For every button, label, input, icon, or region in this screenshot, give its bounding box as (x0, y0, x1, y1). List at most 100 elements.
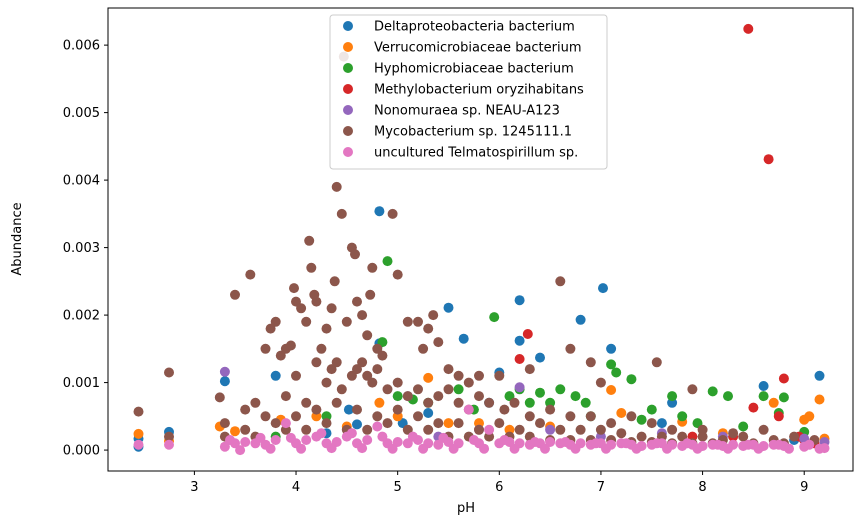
data-point (316, 428, 327, 439)
data-point (270, 418, 281, 429)
data-point (667, 391, 678, 402)
data-point (448, 443, 459, 454)
data-point (738, 431, 749, 442)
data-point (365, 289, 376, 300)
data-point (164, 431, 174, 442)
x-tick-label: 7 (597, 480, 605, 495)
y-tick-label: 0.004 (63, 174, 100, 189)
y-tick-label: 0.000 (63, 444, 100, 459)
data-point (423, 397, 434, 408)
legend-box (329, 14, 608, 170)
data-point (529, 437, 540, 447)
legend-label: uncultured Telmatospirillum sp. (374, 146, 578, 161)
data-point (438, 432, 449, 443)
data-point (301, 424, 312, 435)
data-point (285, 432, 296, 443)
data-point (514, 295, 525, 306)
data-point (350, 249, 360, 260)
data-point (453, 418, 464, 429)
data-point (804, 411, 815, 422)
data-point (387, 208, 398, 219)
data-point (418, 343, 429, 354)
y-tick-label: 0.001 (63, 376, 100, 391)
data-point (402, 391, 413, 402)
legend-label: Verrucomicrobiaceae bacterium (374, 41, 582, 56)
data-point (382, 418, 393, 429)
data-point (758, 424, 769, 435)
data-point (778, 392, 789, 403)
data-point (474, 391, 484, 402)
data-point (296, 443, 307, 454)
plot-frame (107, 7, 854, 472)
data-point (540, 443, 550, 454)
data-point (418, 443, 429, 454)
data-point (748, 402, 759, 413)
data-point (535, 352, 545, 363)
data-point (291, 370, 301, 381)
data-point (382, 256, 393, 267)
data-point (763, 154, 774, 165)
data-point (522, 329, 533, 339)
data-point (728, 428, 739, 439)
data-point (595, 424, 606, 435)
data-point (352, 296, 362, 307)
data-point (616, 408, 627, 418)
data-point (545, 424, 556, 435)
data-point (443, 364, 454, 375)
data-point (352, 364, 362, 375)
data-point (133, 428, 144, 439)
data-point (357, 357, 368, 368)
data-point (453, 384, 464, 395)
data-point (570, 391, 581, 402)
data-point (601, 443, 611, 454)
data-point (814, 443, 825, 454)
data-point (265, 323, 276, 334)
data-point (606, 343, 617, 354)
data-point (463, 377, 474, 388)
data-point (250, 397, 261, 408)
y-tick-label: 0.003 (63, 241, 100, 256)
data-point (321, 418, 332, 429)
x-axis-label: pH (457, 501, 475, 516)
data-point (357, 443, 368, 454)
data-point (611, 367, 622, 378)
legend-marker (343, 84, 353, 94)
data-point (336, 208, 347, 219)
data-point (413, 316, 423, 327)
data-point (374, 206, 385, 217)
data-point (326, 443, 337, 454)
data-point (677, 411, 688, 422)
data-point (321, 377, 332, 388)
data-point (514, 424, 525, 435)
data-point (377, 350, 388, 361)
data-point (773, 439, 784, 450)
legend-label: Hyphomicrobiaceae bacterium (374, 62, 574, 77)
data-point (616, 428, 627, 439)
data-point (514, 335, 525, 346)
data-point (270, 316, 281, 327)
data-point (372, 343, 383, 354)
data-point (743, 439, 754, 450)
data-point (133, 439, 144, 450)
data-point (535, 418, 545, 429)
data-point (311, 404, 322, 415)
data-point (413, 384, 423, 395)
data-point (758, 381, 769, 391)
data-point (509, 443, 520, 454)
data-point (260, 343, 271, 354)
data-point (423, 424, 434, 435)
data-point (514, 382, 525, 393)
data-point (443, 302, 454, 313)
x-tick-label: 9 (800, 480, 808, 495)
data-point (814, 370, 825, 381)
data-point (423, 323, 434, 334)
data-point (413, 411, 423, 422)
data-point (304, 235, 315, 246)
data-point (453, 370, 464, 381)
legend-marker (343, 21, 353, 31)
legend-marker (343, 63, 353, 73)
data-point (280, 391, 291, 402)
data-point (428, 310, 439, 321)
data-point (240, 437, 251, 447)
data-point (723, 443, 733, 454)
